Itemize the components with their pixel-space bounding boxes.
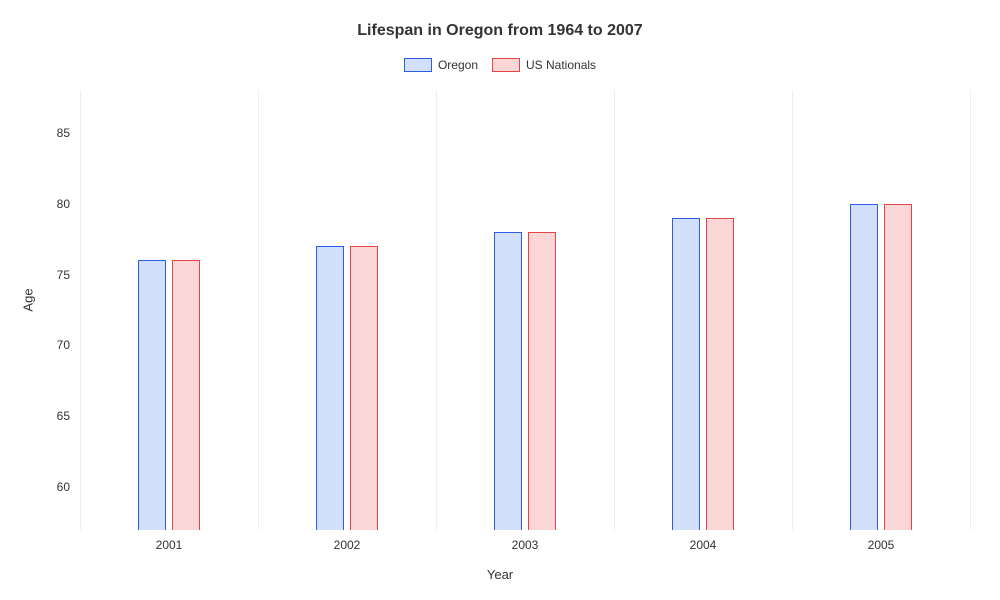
y-tick-label: 70 bbox=[57, 338, 70, 352]
y-tick-label: 80 bbox=[57, 197, 70, 211]
y-tick-label: 60 bbox=[57, 480, 70, 494]
bar-oregon bbox=[494, 232, 522, 530]
legend-item-oregon: Oregon bbox=[404, 58, 478, 72]
y-tick-label: 75 bbox=[57, 268, 70, 282]
legend-swatch-oregon bbox=[404, 58, 432, 72]
legend-item-us: US Nationals bbox=[492, 58, 596, 72]
legend-label-oregon: Oregon bbox=[438, 58, 478, 72]
bar-oregon bbox=[850, 204, 878, 530]
bar-oregon bbox=[138, 260, 166, 530]
x-tick-label: 2001 bbox=[156, 538, 183, 552]
gridline-vertical bbox=[970, 90, 971, 530]
y-axis-label: Age bbox=[21, 288, 36, 311]
legend: Oregon US Nationals bbox=[0, 58, 1000, 72]
legend-label-us: US Nationals bbox=[526, 58, 596, 72]
x-tick-label: 2003 bbox=[512, 538, 539, 552]
bar-oregon bbox=[316, 246, 344, 530]
bar-us-nationals bbox=[350, 246, 378, 530]
x-tick-label: 2005 bbox=[868, 538, 895, 552]
gridline-vertical bbox=[792, 90, 793, 530]
x-tick-label: 2004 bbox=[690, 538, 717, 552]
bar-us-nationals bbox=[884, 204, 912, 530]
chart-container: Lifespan in Oregon from 1964 to 2007 Ore… bbox=[0, 0, 1000, 600]
gridline-vertical bbox=[80, 90, 81, 530]
y-tick-label: 65 bbox=[57, 409, 70, 423]
bar-us-nationals bbox=[706, 218, 734, 530]
gridline-vertical bbox=[258, 90, 259, 530]
bar-oregon bbox=[672, 218, 700, 530]
gridline-vertical bbox=[436, 90, 437, 530]
bar-us-nationals bbox=[528, 232, 556, 530]
plot-area: 60657075808520012002200320042005 bbox=[80, 90, 970, 530]
x-axis-label: Year bbox=[0, 567, 1000, 582]
x-tick-label: 2002 bbox=[334, 538, 361, 552]
bar-us-nationals bbox=[172, 260, 200, 530]
y-tick-label: 85 bbox=[57, 126, 70, 140]
legend-swatch-us bbox=[492, 58, 520, 72]
gridline-vertical bbox=[614, 90, 615, 530]
chart-title: Lifespan in Oregon from 1964 to 2007 bbox=[0, 22, 1000, 40]
